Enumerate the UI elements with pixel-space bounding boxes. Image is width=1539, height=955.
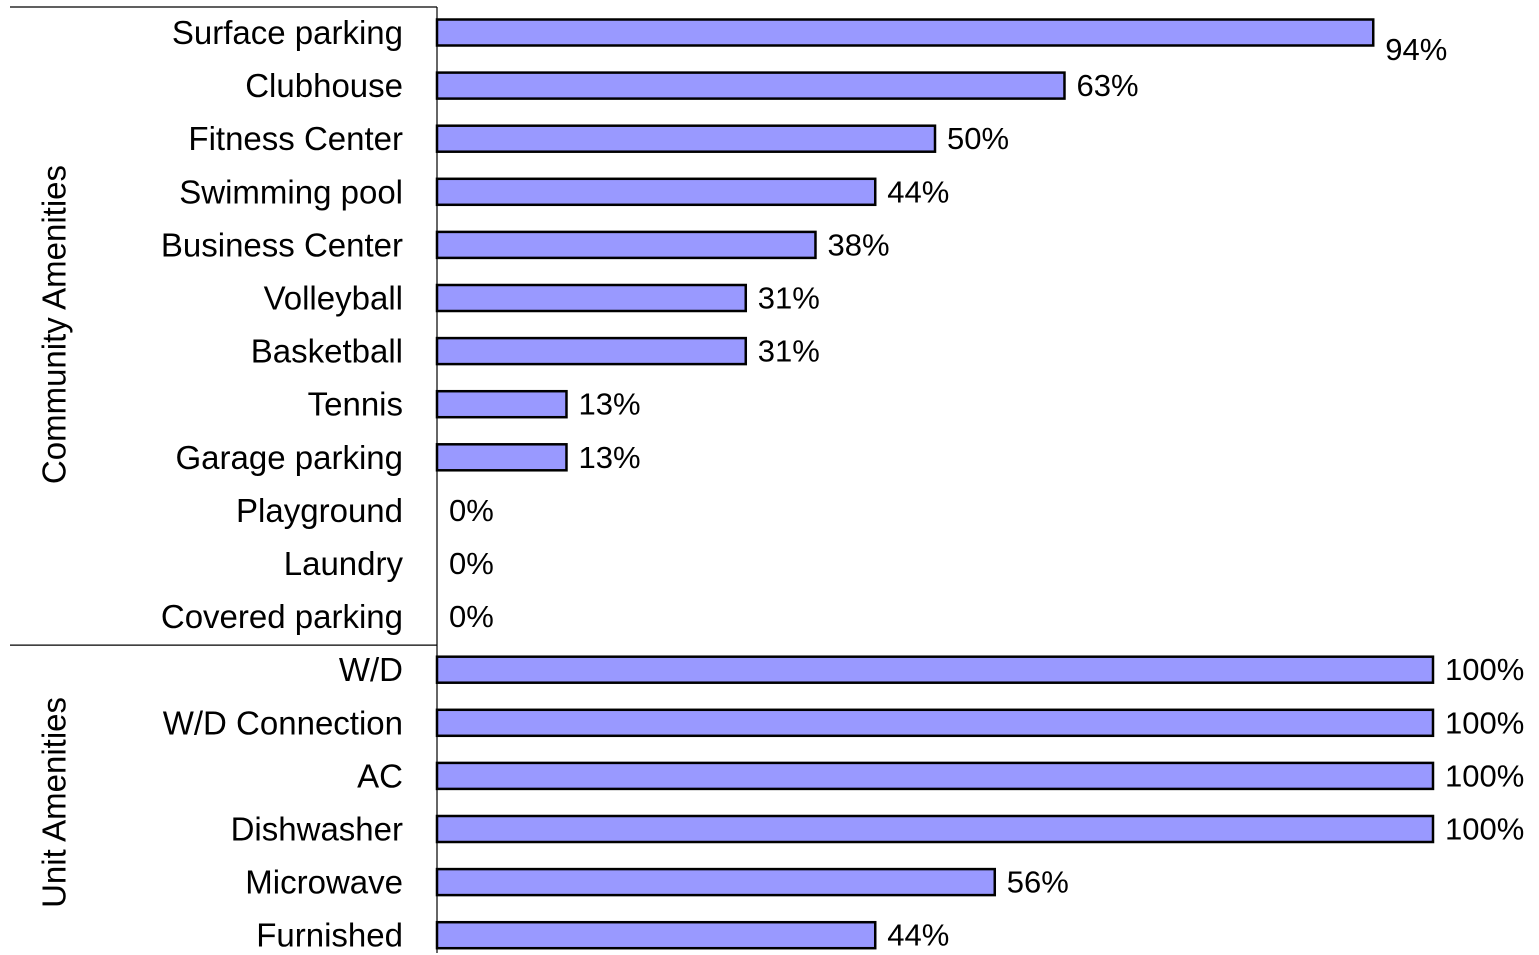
value-label-clubhouse: 63% — [1076, 68, 1138, 103]
category-label-clubhouse: Clubhouse — [245, 67, 403, 104]
bar-garage-parking — [435, 443, 568, 472]
bar-ac — [435, 761, 1435, 791]
bar-w-d-connection — [435, 708, 1435, 738]
bar-microwave — [435, 867, 997, 897]
category-label-w-d-connection: W/D Connection — [163, 704, 403, 741]
value-label-playground: 0% — [449, 493, 494, 528]
bar-business-center — [435, 230, 817, 260]
bar-furnished — [435, 920, 877, 950]
bar-dishwasher — [435, 814, 1435, 844]
value-label-w-d: 100% — [1445, 652, 1524, 687]
category-label-playground: Playground — [236, 492, 403, 529]
value-label-covered-parking: 0% — [449, 599, 494, 634]
bar-fitness-center — [435, 124, 937, 153]
value-label-garage-parking: 13% — [578, 440, 640, 475]
value-label-dishwasher: 100% — [1445, 812, 1524, 847]
category-label-laundry: Laundry — [284, 545, 404, 582]
category-label-fitness-center: Fitness Center — [188, 120, 403, 157]
bar-swimming-pool — [435, 177, 877, 207]
category-label-swimming-pool: Swimming pool — [179, 173, 403, 210]
value-label-ac: 100% — [1445, 758, 1524, 793]
value-label-microwave: 56% — [1007, 865, 1069, 900]
bar-clubhouse — [435, 71, 1066, 100]
category-label-garage-parking: Garage parking — [176, 439, 403, 476]
value-label-volleyball: 31% — [758, 281, 820, 316]
category-label-surface-parking: Surface parking — [172, 14, 403, 51]
bar-tennis — [435, 389, 568, 419]
value-label-business-center: 38% — [827, 227, 889, 262]
group-label-unit-amenities: Unit Amenities — [36, 697, 73, 908]
category-label-covered-parking: Covered parking — [161, 598, 403, 635]
category-label-w-d: W/D — [339, 651, 403, 688]
value-label-w-d-connection: 100% — [1445, 705, 1524, 740]
category-label-basketball: Basketball — [251, 333, 403, 370]
bar-volleyball — [435, 283, 748, 313]
value-label-laundry: 0% — [449, 546, 494, 581]
bar-basketball — [435, 336, 748, 366]
category-label-tennis: Tennis — [308, 386, 403, 423]
value-label-furnished: 44% — [887, 918, 949, 953]
group-label-community-amenities: Community Amenities — [36, 165, 73, 484]
value-label-swimming-pool: 44% — [887, 174, 949, 209]
bar-w-d — [435, 655, 1435, 684]
value-label-tennis: 13% — [578, 387, 640, 422]
category-label-volleyball: Volleyball — [264, 280, 403, 317]
value-label-basketball: 31% — [758, 334, 820, 369]
category-label-business-center: Business Center — [161, 226, 403, 263]
value-label-fitness-center: 50% — [947, 121, 1009, 156]
value-label-surface-parking: 94% — [1385, 32, 1447, 67]
bar-surface-parking — [435, 18, 1375, 47]
category-label-ac: AC — [357, 757, 403, 794]
category-label-microwave: Microwave — [245, 864, 403, 901]
category-label-dishwasher: Dishwasher — [231, 811, 403, 848]
category-label-furnished: Furnished — [256, 917, 403, 954]
